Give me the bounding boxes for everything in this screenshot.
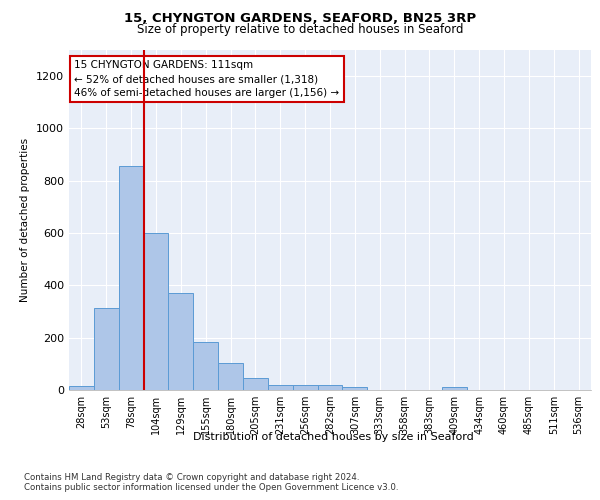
Bar — [94, 308, 119, 390]
Y-axis label: Number of detached properties: Number of detached properties — [20, 138, 31, 302]
Bar — [293, 386, 317, 390]
Text: Contains public sector information licensed under the Open Government Licence v3: Contains public sector information licen… — [24, 484, 398, 492]
Text: 15 CHYNGTON GARDENS: 111sqm
← 52% of detached houses are smaller (1,318)
46% of : 15 CHYNGTON GARDENS: 111sqm ← 52% of det… — [74, 60, 340, 98]
Bar — [218, 362, 243, 390]
Bar — [169, 293, 193, 390]
Bar — [343, 388, 367, 390]
Text: Size of property relative to detached houses in Seaford: Size of property relative to detached ho… — [137, 22, 463, 36]
Bar — [268, 385, 293, 390]
Bar — [442, 387, 467, 390]
Text: Distribution of detached houses by size in Seaford: Distribution of detached houses by size … — [193, 432, 473, 442]
Bar — [317, 385, 343, 390]
Bar — [243, 378, 268, 390]
Bar — [193, 342, 218, 390]
Bar — [143, 233, 169, 390]
Text: Contains HM Land Registry data © Crown copyright and database right 2024.: Contains HM Land Registry data © Crown c… — [24, 472, 359, 482]
Bar — [119, 166, 143, 390]
Text: 15, CHYNGTON GARDENS, SEAFORD, BN25 3RP: 15, CHYNGTON GARDENS, SEAFORD, BN25 3RP — [124, 12, 476, 24]
Bar — [69, 386, 94, 390]
